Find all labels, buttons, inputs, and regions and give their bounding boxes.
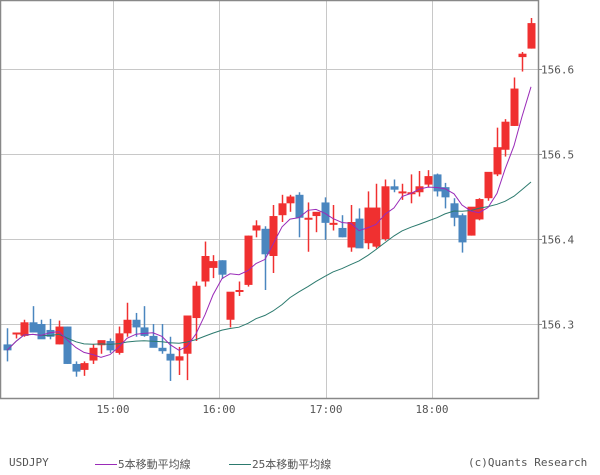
candle <box>20 322 29 336</box>
y-tick-label: 156.4 <box>541 234 574 247</box>
candle <box>158 347 167 352</box>
ma5-line <box>6 86 532 358</box>
candle <box>226 291 235 320</box>
candle <box>433 174 442 192</box>
candle <box>458 215 467 243</box>
candlestick-chart: 156.6 156.5 156.4 156.3 15:00 16:00 17:00 18:0… <box>0 0 574 416</box>
credit-label: (c)Quants Research <box>468 456 588 469</box>
candle <box>286 196 295 204</box>
y-tick-label: 156.5 <box>541 149 574 162</box>
candle <box>467 206 476 236</box>
legend: USDJPY 5本移動平均線 25本移動平均線 (c)Quants Resear… <box>0 456 600 474</box>
candle <box>72 363 81 372</box>
ma25-line <box>6 181 532 351</box>
candle <box>3 344 12 351</box>
candle <box>46 329 55 337</box>
candle <box>269 216 278 256</box>
legend-ma5-label: 5本移動平均線 <box>118 458 191 471</box>
candle <box>475 199 484 220</box>
legend-ma25-label: 25本移動平均線 <box>252 458 332 471</box>
x-tick-label: 18:00 <box>415 403 448 416</box>
y-tick-label: 156.6 <box>541 64 574 77</box>
candle <box>97 340 106 346</box>
candle <box>244 235 253 285</box>
candle <box>132 319 141 328</box>
candle <box>252 225 261 231</box>
candle <box>441 187 450 198</box>
candle <box>390 186 399 190</box>
candle <box>527 23 536 49</box>
candle <box>347 222 356 248</box>
candle <box>149 335 158 348</box>
candle <box>209 261 218 268</box>
candle <box>261 228 270 255</box>
candle <box>55 326 64 345</box>
candle <box>338 227 347 238</box>
candle <box>398 191 407 194</box>
candle <box>501 121 510 150</box>
x-tick-label: 17:00 <box>309 403 342 416</box>
candle <box>493 147 502 175</box>
candle <box>304 217 313 220</box>
candle <box>106 341 115 351</box>
candle <box>140 327 149 336</box>
candle <box>175 356 184 361</box>
candle <box>329 222 338 225</box>
candle <box>80 363 89 370</box>
x-tick-label: 15:00 <box>96 403 129 416</box>
candle <box>201 256 210 282</box>
symbol-label: USDJPY <box>9 456 49 469</box>
candle <box>364 207 373 244</box>
candle <box>12 332 21 335</box>
legend-ma25: 25本移動平均線 <box>229 456 331 472</box>
candle <box>372 207 381 247</box>
candle <box>89 347 98 361</box>
candle <box>424 176 433 185</box>
candle <box>183 315 192 354</box>
ma25-swatch-icon <box>229 463 251 465</box>
candle <box>518 53 527 58</box>
candle <box>123 319 132 334</box>
x-tick-label: 16:00 <box>202 403 235 416</box>
candle <box>29 322 38 333</box>
y-axis: 156.6 156.5 156.4 156.3 <box>538 64 574 332</box>
plot-frame <box>0 0 540 400</box>
candle <box>235 290 244 292</box>
y-tick-label: 156.3 <box>541 319 574 332</box>
candle <box>312 211 321 217</box>
candle <box>484 171 493 199</box>
legend-ma5: 5本移動平均線 <box>95 456 191 472</box>
candle <box>355 218 364 249</box>
candle <box>295 194 304 218</box>
gridlines <box>0 0 538 399</box>
ma5-swatch-icon <box>95 463 117 465</box>
candle <box>321 202 330 223</box>
candle <box>278 203 287 216</box>
candle <box>218 260 227 275</box>
candle <box>381 186 390 239</box>
candle <box>37 324 46 340</box>
candle <box>166 353 175 361</box>
candle <box>192 285 201 319</box>
candle <box>63 326 72 364</box>
x-axis: 15:00 16:00 17:00 18:00 <box>96 403 448 416</box>
candles <box>3 18 536 381</box>
candle <box>510 88 519 126</box>
